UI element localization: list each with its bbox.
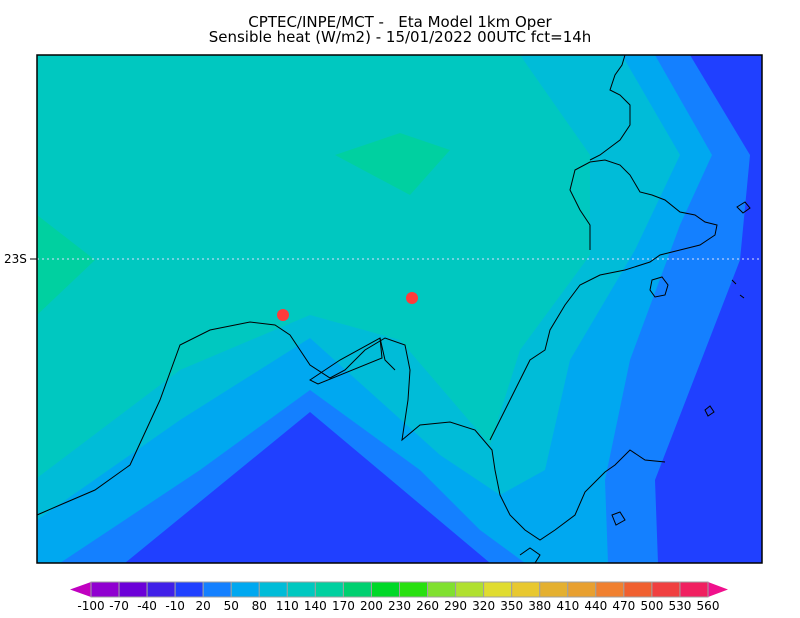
plot-title-line2: Sensible heat (W/m2) - 15/01/2022 00UTC … [208,28,592,46]
colorbar-label: 140 [303,599,327,613]
colorbar-swatch [679,581,709,598]
colorbar-label: 290 [444,599,468,613]
colorbar-swatch [202,581,232,598]
colorbar-swatch [455,581,485,598]
colorbar-label: 50 [223,599,239,613]
colorbar-label: 170 [331,599,355,613]
colorbar-swatch [174,581,204,598]
colorbar-label: 350 [500,599,524,613]
latitude-label: 23S [4,252,27,266]
contour-band-140-170 [37,215,95,315]
colorbar-label: 440 [584,599,608,613]
colorbar-swatch [370,581,401,598]
contour-band-140-170 [335,133,450,195]
colorbar-label: 230 [388,599,411,613]
colorbar-swatch [427,581,457,598]
colorbar-swatch [146,581,176,598]
colorbar-swatch [483,581,513,598]
colorbar-label: 500 [640,599,664,613]
colorbar-label: 260 [416,599,439,613]
colorbar-swatch [118,581,148,598]
coastline [36,54,751,564]
colorbar-label: 560 [696,599,720,613]
map-area [30,54,763,564]
colorbar-label: 200 [360,599,383,613]
colorbar-swatch [258,581,288,598]
colorbar-swatch [511,581,541,598]
colorbar-swatch [230,581,260,598]
colorbar-low-triangle [70,582,91,597]
colorbar-swatch [651,581,681,598]
colorbar-swatch [286,581,316,598]
colorbar-label: 410 [556,599,580,613]
colorbar-swatch [90,581,120,598]
colorbar-swatch [595,581,625,598]
colorbar-label: 80 [251,599,267,613]
contour-band-110-140 [37,55,590,478]
colorbar-label: -100 [77,599,105,613]
location-marker [277,309,289,321]
colorbar-swatch [539,581,569,598]
colorbar-swatch [314,581,344,598]
location-marker [406,292,418,304]
plot-title-line1: CPTEC/INPE/MCT - Eta Model 1km Oper [248,13,552,31]
colorbar-high-triangle [708,582,728,597]
colorbar-label: 470 [612,599,636,613]
colorbar-label: 110 [275,599,299,613]
colorbar-label: -70 [109,599,129,613]
colorbar-label: -10 [165,599,185,613]
colorbar-label: 320 [472,599,496,613]
colorbar-label: -40 [137,599,157,613]
colorbar-label: 20 [195,599,211,613]
colorbar-swatch [399,581,429,598]
colorbar [70,581,728,598]
map-frame [36,54,763,564]
colorbar-swatch [623,581,653,598]
colorbar-label: 530 [668,599,692,613]
colorbar-swatch [342,581,372,598]
colorbar-label: 380 [528,599,552,613]
colorbar-swatch [567,581,597,598]
